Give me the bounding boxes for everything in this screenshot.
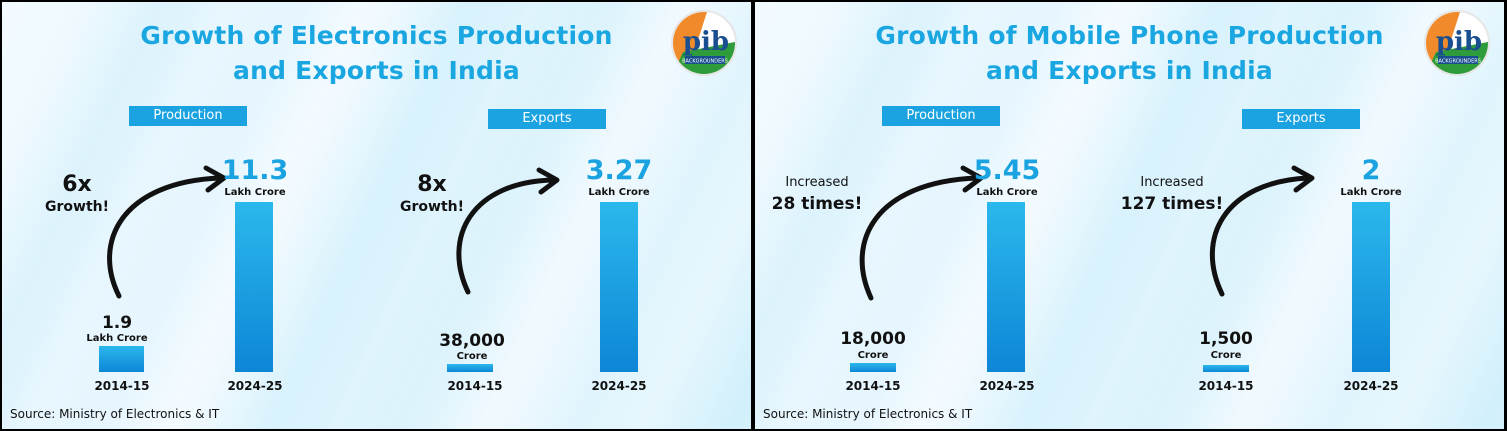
exports-tag: Exports	[488, 109, 606, 129]
start-unit: Crore	[857, 350, 889, 361]
start-unit: Crore	[456, 351, 488, 362]
growth-multiplier: 28 times!	[771, 194, 863, 214]
production-tag: Production	[882, 106, 1000, 126]
end-unit: Lakh Crore	[224, 187, 286, 198]
end-value: 2	[1361, 155, 1381, 186]
production-arrow-icon	[107, 165, 227, 299]
source-note: Source: Ministry of Electronics & IT	[763, 407, 973, 421]
growth-word: Increased	[1140, 175, 1204, 190]
growth-word: Growth!	[45, 199, 109, 215]
start-value: 18,000	[840, 329, 906, 349]
start-year: 2014-15	[447, 379, 503, 393]
exports-growth-label: 8x Growth!	[392, 172, 472, 216]
end-unit: Lakh Crore	[976, 187, 1038, 198]
start-unit: Lakh Crore	[86, 333, 148, 344]
end-value: 11.3	[221, 155, 289, 186]
growth-word: Growth!	[400, 199, 464, 215]
growth-multiplier: 8x	[417, 172, 447, 197]
panel-title: Growth of Electronics Production and Exp…	[2, 18, 751, 88]
production-growth-label: 6x Growth!	[32, 172, 122, 216]
start-value: 38,000	[439, 331, 505, 351]
pib-logo: pib BACKGROUNDERS	[1424, 10, 1490, 76]
start-year: 2014-15	[845, 379, 901, 393]
start-year: 2014-15	[94, 379, 150, 393]
title-line-2: and Exports in India	[986, 56, 1273, 85]
bar-2014-15	[447, 364, 493, 372]
end-year: 2024-25	[1343, 379, 1399, 393]
production-tag: Production	[129, 106, 247, 126]
exports-arrow-icon	[456, 167, 560, 295]
end-unit: Lakh Crore	[588, 187, 650, 198]
start-year: 2014-15	[1198, 379, 1254, 393]
bar-2024-25	[1352, 202, 1390, 372]
exports-tag: Exports	[1242, 109, 1360, 129]
exports-growth-label: Increased 127 times!	[1119, 174, 1225, 216]
mobile-phone-panel: Growth of Mobile Phone Production and Ex…	[755, 2, 1504, 429]
bar-2014-15	[1203, 365, 1249, 372]
panel-title: Growth of Mobile Phone Production and Ex…	[755, 18, 1504, 88]
end-year: 2024-25	[979, 379, 1035, 393]
end-unit: Lakh Crore	[1340, 187, 1402, 198]
source-note: Source: Ministry of Electronics & IT	[10, 407, 220, 421]
production-growth-label: Increased 28 times!	[767, 174, 867, 216]
growth-multiplier: 127 times!	[1120, 194, 1224, 214]
title-line-1: Growth of Electronics Production	[140, 21, 613, 50]
growth-multiplier: 6x	[62, 172, 92, 197]
logo-text: pib	[683, 27, 729, 57]
logo-subtext: BACKGROUNDERS	[1435, 59, 1481, 65]
bar-2014-15	[850, 363, 896, 372]
start-value: 1.9	[101, 313, 133, 333]
bar-2014-15	[99, 346, 144, 372]
logo-subtext: BACKGROUNDERS	[682, 59, 728, 65]
exports-arrow-icon	[1209, 165, 1315, 297]
end-year: 2024-25	[591, 379, 647, 393]
end-year: 2024-25	[227, 379, 283, 393]
end-value: 5.45	[973, 155, 1041, 186]
title-line-1: Growth of Mobile Phone Production	[875, 21, 1384, 50]
bar-2024-25	[235, 202, 273, 372]
electronics-panel: Growth of Electronics Production and Exp…	[2, 2, 751, 429]
start-unit: Crore	[1210, 350, 1242, 361]
logo-text: pib	[1436, 27, 1482, 57]
end-value: 3.27	[585, 155, 653, 186]
pib-logo: pib BACKGROUNDERS	[671, 10, 737, 76]
bar-2024-25	[987, 202, 1025, 372]
growth-word: Increased	[785, 175, 849, 190]
start-value: 1,500	[1199, 329, 1253, 349]
bar-2024-25	[600, 202, 638, 372]
title-line-2: and Exports in India	[233, 56, 520, 85]
production-arrow-icon	[859, 165, 984, 301]
